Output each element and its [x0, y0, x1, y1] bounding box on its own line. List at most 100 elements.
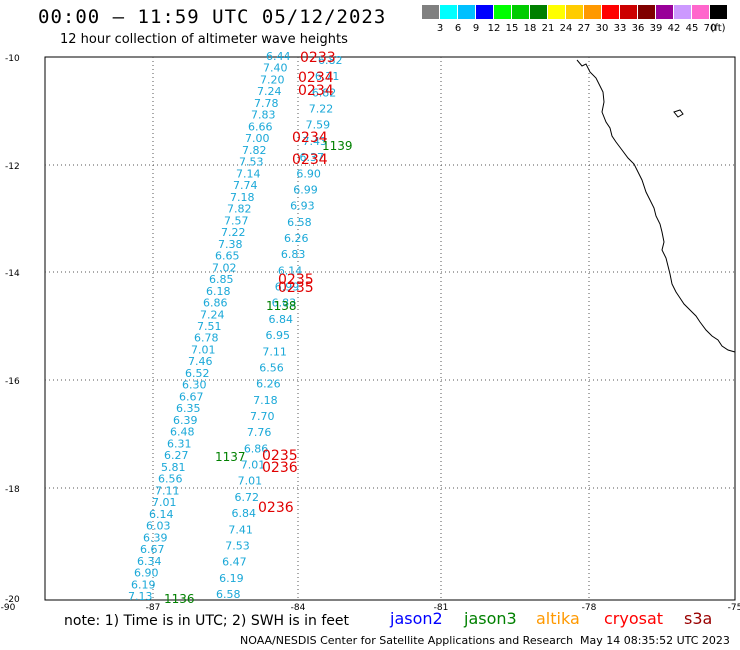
legend-level-label: 3	[436, 23, 444, 34]
swh-value-label: 6.37	[299, 151, 324, 164]
swh-value-label: 6.19	[219, 572, 244, 585]
satellite-legend-item: s3a	[684, 609, 713, 628]
legend-level-label: 45	[685, 23, 699, 34]
swh-value-label: 6.58	[216, 588, 241, 601]
swh-value-label: 6.18	[206, 285, 231, 298]
swh-value-label: 7.40	[263, 62, 288, 75]
swh-value-label: 6.35	[176, 402, 201, 415]
swh-value-label: 6.30	[182, 379, 207, 392]
swh-value-label: 6.82	[312, 86, 337, 99]
swh-value-label: 7.11	[262, 345, 287, 358]
swh-value-label: 7.01	[191, 343, 216, 356]
swh-value-label: 7.11	[155, 484, 180, 497]
legend-level-label: 9	[472, 23, 480, 34]
legend-level-label: 24	[559, 23, 573, 34]
legend-swatch	[422, 5, 439, 19]
swh-value-label: 6.86	[244, 442, 269, 455]
swh-value-label: 6.83	[281, 248, 306, 261]
swh-value-label: 6.95	[265, 329, 290, 342]
swh-value-label: 7.53	[225, 539, 250, 552]
legend-level-label: 42	[667, 23, 681, 34]
swh-value-label: 7.59	[306, 119, 331, 132]
coastline-path	[576, 59, 736, 353]
swh-value-label: 7.53	[239, 156, 264, 169]
swh-value-label: 6.93	[290, 200, 315, 213]
legend-level-label: 33	[613, 23, 627, 34]
legend-unit: (ft)	[710, 23, 726, 34]
swh-value-label: 7.01	[241, 459, 266, 472]
map-frame	[44, 56, 736, 601]
pass-time-label: 1136	[164, 592, 195, 606]
swh-value-label: 7.82	[227, 203, 252, 216]
graticule: -10 -12 -14 -16 -18 -20-90 -87 -84 -81 -78 -75	[1, 54, 740, 613]
swh-value-label: 6.71	[315, 70, 340, 83]
satellite-legend-item: jason3	[464, 609, 517, 628]
longitude-label: -84	[291, 603, 306, 613]
timestamp-text: May 14 08:35:52 UTC 2023	[580, 634, 730, 647]
swh-value-label: 6.99	[293, 183, 318, 196]
legend-swatch	[512, 5, 529, 19]
swh-value-label: 7.14	[236, 167, 261, 180]
latitude-label: -14	[5, 269, 20, 279]
swh-value-label: 6.78	[194, 332, 219, 345]
swh-value-label: 6.90	[134, 567, 159, 580]
swh-value-label: 7.70	[250, 410, 275, 423]
legend-level-label: 36	[631, 23, 645, 34]
swh-value-label: 6.85	[209, 273, 234, 286]
swh-value-label: 6.26	[256, 378, 281, 391]
pass-time-label: 0236	[262, 460, 298, 476]
swh-value-label: 7.24	[200, 308, 225, 321]
swh-value-label: 7.13	[128, 590, 153, 603]
pass-time-label: 0234	[292, 152, 328, 168]
swh-value-label: 6.84	[231, 507, 256, 520]
legend-swatch	[584, 5, 601, 19]
pass-time-label: 1139	[322, 139, 353, 153]
longitude-label: -75	[728, 603, 740, 613]
legend-swatch	[692, 5, 709, 19]
legend-swatch	[494, 5, 511, 19]
swh-value-label: 7.78	[254, 97, 279, 110]
swh-value-label: 6.90	[296, 167, 321, 180]
swh-value-label: 6.99	[275, 281, 300, 294]
longitude-label: -87	[146, 603, 161, 613]
pass-time-label: 1138	[266, 299, 297, 313]
swh-value-label: 6.56	[158, 473, 183, 486]
swh-value-label: 6.65	[215, 250, 240, 263]
swh-value-label: 6.39	[173, 414, 198, 427]
swh-value-label: 6.83	[272, 297, 297, 310]
pass-time-label: 0235	[278, 280, 314, 296]
swh-value-label: 7.57	[224, 214, 249, 227]
legend-swatch	[674, 5, 691, 19]
legend-level-label: 18	[523, 23, 537, 34]
coastline	[576, 59, 736, 353]
legend-level-label: 6	[454, 23, 462, 34]
swh-value-label: 6.67	[140, 543, 165, 556]
legend-level-label: 21	[541, 23, 555, 34]
legend-swatch	[548, 5, 565, 19]
satellite-legend-item: cryosat	[604, 609, 664, 628]
legend-level-label: 30	[595, 23, 609, 34]
swh-value-label: 6.39	[143, 531, 168, 544]
swh-labels: 6.447.407.207.247.787.836.667.007.827.53…	[128, 50, 353, 606]
swh-value-label: 7.82	[242, 144, 267, 157]
swh-value-label: 6.56	[259, 361, 284, 374]
legend-swatch	[458, 5, 475, 19]
legend-level-label: 39	[649, 23, 663, 34]
swh-value-label: 6.34	[137, 555, 162, 568]
pass-time-label: 0234	[298, 83, 334, 99]
swh-value-label: 6.47	[222, 556, 247, 569]
legend-swatch	[710, 5, 727, 19]
pass-time-label: 0233	[300, 50, 336, 66]
legend-swatch	[638, 5, 655, 19]
legend-swatch	[566, 5, 583, 19]
swh-value-label: 7.20	[260, 73, 285, 86]
swh-value-label: 6.14	[149, 508, 174, 521]
island-path	[673, 109, 684, 118]
swh-value-label: 6.86	[203, 297, 228, 310]
legend-swatch	[656, 5, 673, 19]
legend-swatch	[530, 5, 547, 19]
swh-value-label: 6.48	[170, 426, 195, 439]
swh-value-label: 6.03	[146, 520, 171, 533]
swh-value-label: 6.82	[318, 54, 343, 67]
legend-level-label: 12	[487, 23, 501, 34]
